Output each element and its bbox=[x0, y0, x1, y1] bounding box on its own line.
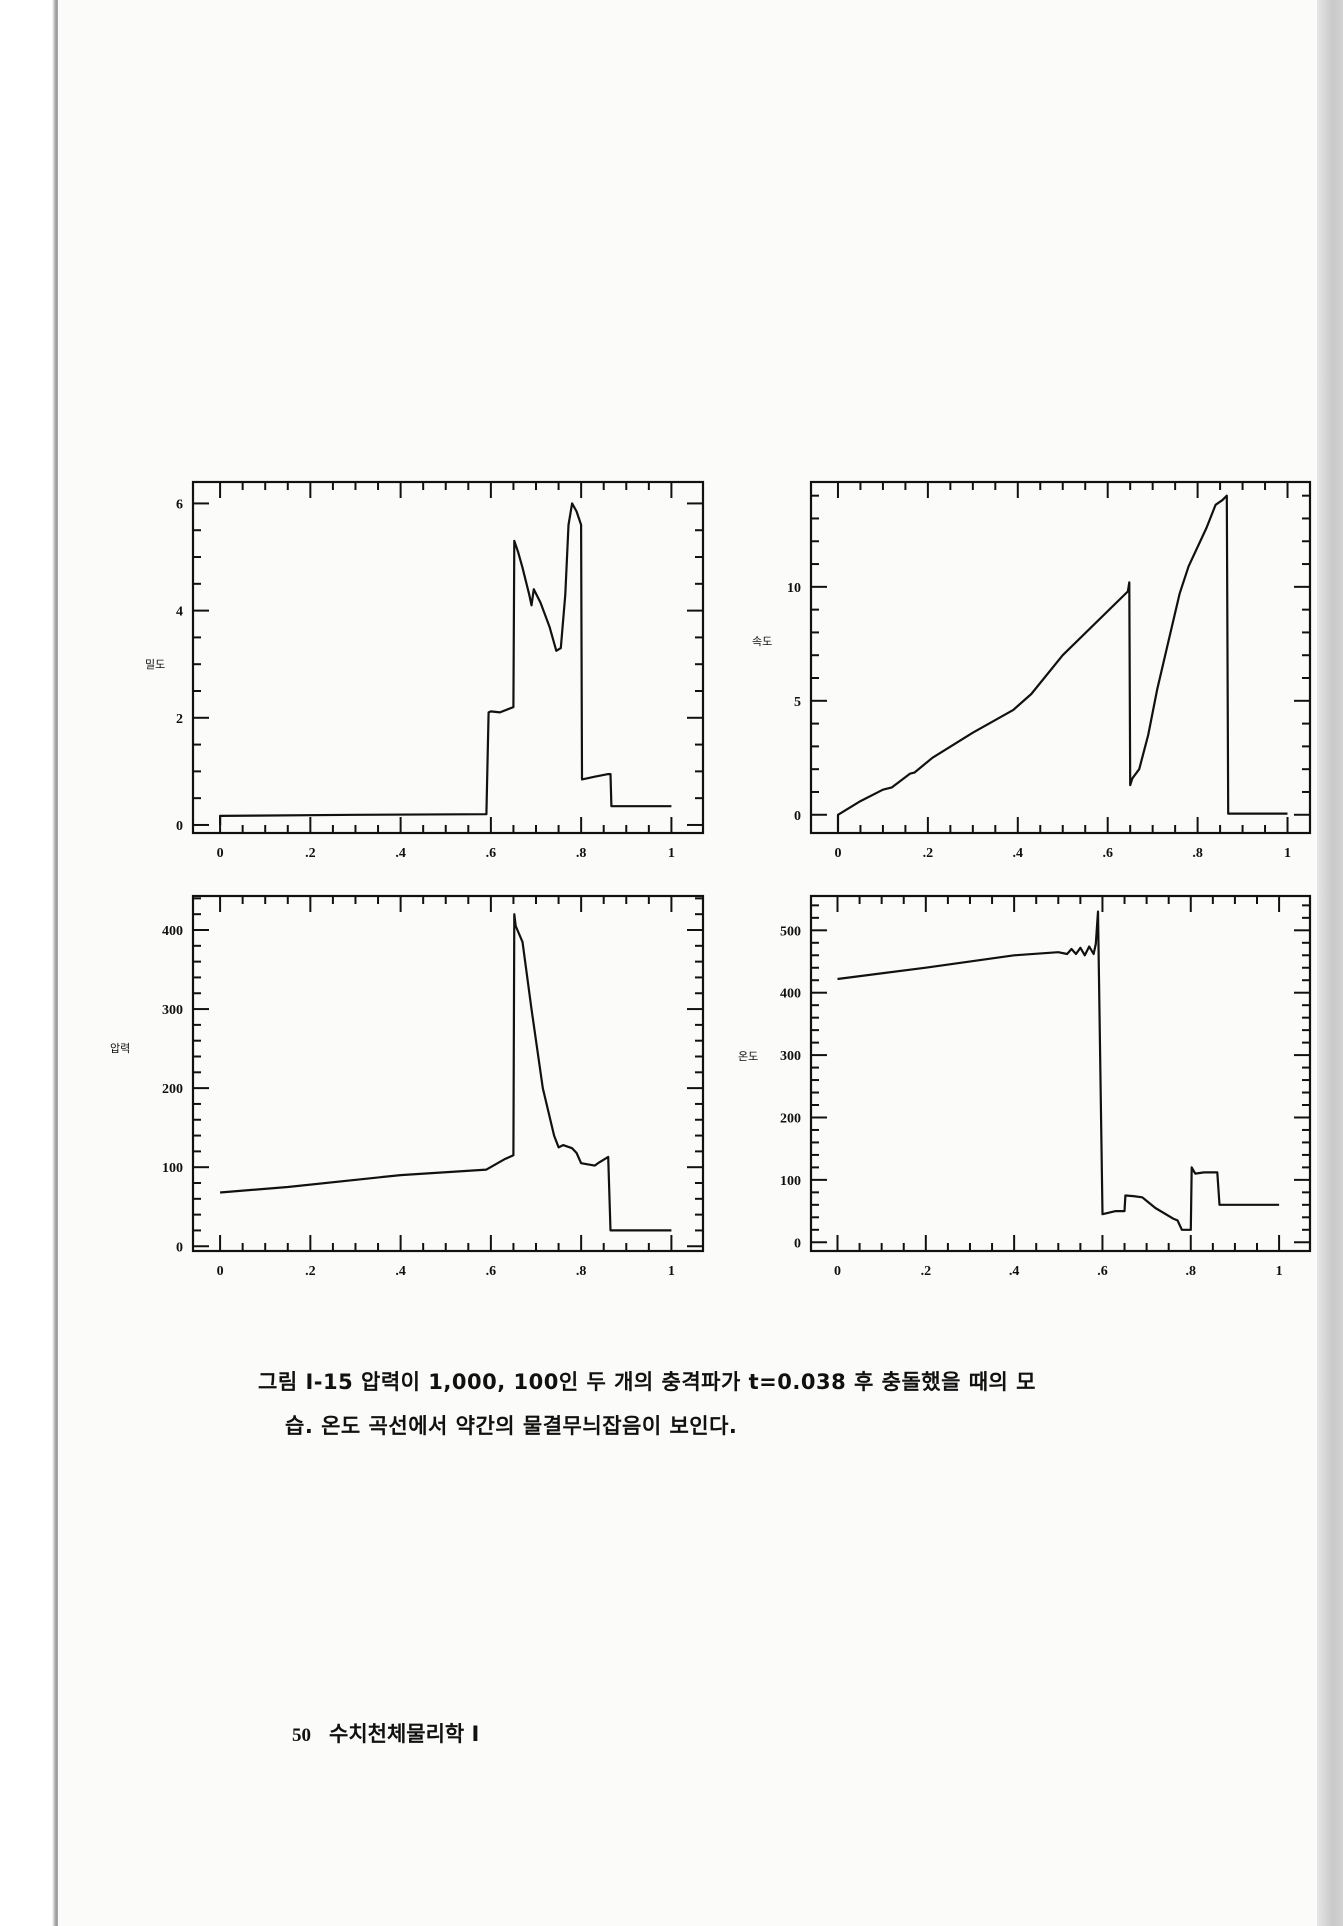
y-tick-label: 4 bbox=[176, 605, 183, 620]
y-tick-label: 6 bbox=[176, 497, 183, 512]
density-curve bbox=[219, 502, 672, 825]
y-axis-label: 온도 bbox=[738, 1050, 758, 1063]
x-tick-label: .6 bbox=[1102, 846, 1113, 861]
x-tick-label: .8 bbox=[576, 846, 587, 861]
x-tick-label: .6 bbox=[1097, 1264, 1108, 1279]
x-tick-label: .4 bbox=[395, 1264, 406, 1279]
pressure-plot-frame bbox=[191, 894, 705, 1253]
x-tick-label: 1 bbox=[1284, 846, 1291, 861]
page-binding-edge bbox=[0, 0, 58, 1926]
y-tick-label: 300 bbox=[780, 1049, 801, 1064]
y-tick-label: 0 bbox=[176, 1240, 183, 1255]
figure-caption-line-1: 그림 I-15 압력이 1,000, 100인 두 개의 충격파가 t=0.03… bbox=[258, 1370, 1037, 1394]
y-tick-label: 500 bbox=[780, 924, 801, 939]
density-panel: 0 .2 .4 .6 .8 1 0 2 4 6 밀도 bbox=[145, 480, 705, 861]
y-tick-label: 2 bbox=[176, 712, 183, 727]
y-tick-label: 0 bbox=[794, 809, 801, 824]
x-tick-label: .2 bbox=[305, 1264, 316, 1279]
velocity-curve bbox=[836, 494, 1288, 831]
temperature-plot-frame bbox=[809, 894, 1312, 1253]
y-axis-label: 압력 bbox=[110, 1042, 130, 1055]
x-tick-label: .2 bbox=[923, 846, 934, 861]
x-tick-label: .6 bbox=[486, 1264, 497, 1279]
x-tick-label: 0 bbox=[834, 846, 841, 861]
page-right-shadow bbox=[1317, 0, 1343, 1926]
y-tick-label: 100 bbox=[780, 1174, 801, 1189]
y-tick-label: 200 bbox=[162, 1082, 183, 1097]
page-number: 50 bbox=[292, 1725, 311, 1746]
book-title: 수치천체물리학 Ⅰ bbox=[329, 1722, 480, 1746]
y-tick-label: 10 bbox=[787, 581, 801, 596]
x-tick-label: .8 bbox=[1186, 1264, 1197, 1279]
x-tick-label: .4 bbox=[395, 846, 406, 861]
x-tick-label: 1 bbox=[668, 1264, 675, 1279]
density-plot-frame bbox=[191, 480, 705, 835]
x-tick-label: 1 bbox=[1276, 1264, 1283, 1279]
x-tick-label: .8 bbox=[1192, 846, 1203, 861]
velocity-plot-frame bbox=[809, 480, 1312, 835]
y-axis-label: 속도 bbox=[752, 635, 772, 648]
y-tick-label: 0 bbox=[176, 819, 183, 834]
y-axis-label: 밀도 bbox=[145, 658, 165, 671]
x-tick-label: 0 bbox=[217, 1264, 224, 1279]
temperature-panel: 0 .2 .4 .6 .8 1 0 100 200 300 400 500 온도 bbox=[738, 894, 1312, 1279]
pressure-panel: 0 .2 .4 .6 .8 1 0 100 200 300 400 압력 bbox=[110, 894, 705, 1279]
x-tick-label: .4 bbox=[1013, 846, 1024, 861]
page-footer: 50 수치천체물리학 Ⅰ bbox=[292, 1718, 479, 1748]
x-tick-label: .8 bbox=[576, 1264, 587, 1279]
figure-caption-line-2: 습. 온도 곡선에서 약간의 물결무늬잡음이 보인다. bbox=[285, 1414, 738, 1438]
temperature-curve bbox=[837, 910, 1280, 1231]
y-tick-label: 400 bbox=[780, 987, 801, 1002]
x-tick-label: 0 bbox=[834, 1264, 841, 1279]
y-tick-label: 5 bbox=[794, 695, 801, 710]
y-tick-label: 0 bbox=[794, 1236, 801, 1251]
y-tick-label: 400 bbox=[162, 924, 183, 939]
x-tick-label: .2 bbox=[921, 1264, 932, 1279]
y-tick-label: 100 bbox=[162, 1161, 183, 1176]
y-tick-label: 200 bbox=[780, 1111, 801, 1126]
x-tick-label: 1 bbox=[668, 846, 675, 861]
x-tick-label: .2 bbox=[305, 846, 316, 861]
x-tick-label: .6 bbox=[486, 846, 497, 861]
y-tick-label: 300 bbox=[162, 1003, 183, 1018]
x-tick-label: .4 bbox=[1009, 1264, 1020, 1279]
pressure-curve bbox=[220, 913, 672, 1232]
x-tick-label: 0 bbox=[217, 846, 224, 861]
